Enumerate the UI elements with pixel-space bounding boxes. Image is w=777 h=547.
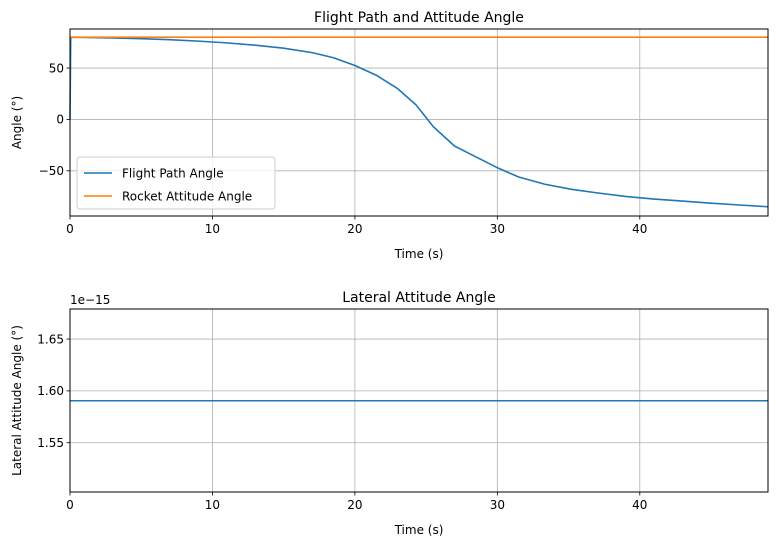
x-tick-label: 30 [490,222,505,236]
x-tick-label: 10 [205,222,220,236]
x-tick-label: 0 [66,222,74,236]
y-axis-label: Lateral Attitude Angle (°) [10,325,24,476]
x-tick-label: 40 [632,222,647,236]
legend-box [76,156,276,210]
x-tick-label: 10 [205,498,220,512]
flight-path-subplot: 0 10 20 30 40 −50 0 50 Flight Path and Attitude… [10,10,769,261]
chart-title: Flight Path and Attitude Angle [314,10,524,26]
axis-ticks: 0 10 20 30 40 −50 0 50 [39,61,648,236]
y-tick-label: 1.55 [37,436,64,450]
series-lines [69,36,769,208]
plot-frame [69,28,769,217]
legend-label-flight-path: Flight Path Angle [122,166,224,180]
x-axis-label: Time (s) [394,523,444,537]
x-tick-label: 40 [632,498,647,512]
grid-lines [69,29,768,216]
y-tick-label: −50 [39,164,64,178]
x-tick-label: 20 [347,498,362,512]
y-tick-label: 1.65 [37,332,64,346]
y-tick-label: 50 [49,61,64,75]
axis-ticks: 0 10 20 30 40 1.55 1.60 1.65 [37,332,647,512]
y-tick-label: 0 [56,113,64,127]
legend-label-rocket-attitude: Rocket Attitude Angle [122,189,252,203]
x-tick-label: 0 [66,498,74,512]
y-tick-label: 1.60 [37,384,64,398]
chart-title: Lateral Attitude Angle [342,290,496,306]
lateral-attitude-subplot: 0 10 20 30 40 1.55 1.60 1.65 Lateral Attitude A… [10,290,769,537]
plot-frame [69,308,769,493]
series-line-flight-path-angle [69,36,769,208]
y-offset-text: 1e−15 [70,293,110,307]
x-tick-label: 20 [347,222,362,236]
y-axis-label: Angle (°) [10,96,24,149]
x-axis-label: Time (s) [394,247,444,261]
legend: Flight Path Angle Rocket Attitude Angle [76,156,276,210]
x-tick-label: 30 [490,498,505,512]
